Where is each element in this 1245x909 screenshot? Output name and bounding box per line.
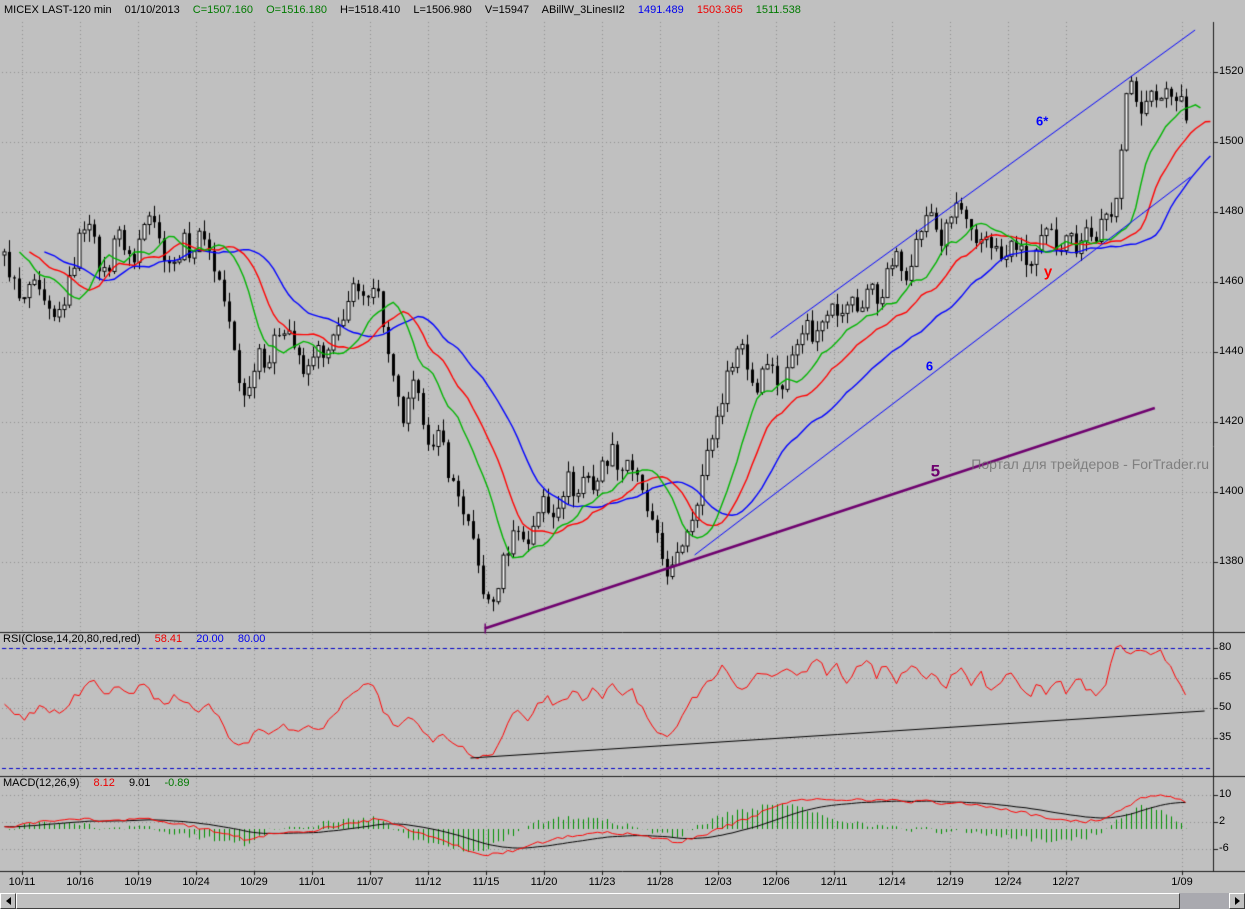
- rsi-high-level-value: 80.00: [237, 633, 266, 645]
- price-axis-label: 1500: [1219, 135, 1244, 147]
- macd-indicator-label: MACD(12,26,9): [3, 777, 80, 789]
- horizontal-scrollbar[interactable]: [0, 893, 1245, 909]
- scrollbar-track[interactable]: [16, 893, 1229, 909]
- close-value-label: C=1507.160: [192, 4, 254, 16]
- scroll-right-button[interactable]: [1229, 893, 1245, 909]
- price-axis-label: 1400: [1219, 485, 1244, 497]
- alligator-lips-value: 1511.538: [755, 4, 801, 16]
- rsi-indicator-label: RSI(Close,14,20,80,red,red): [3, 633, 141, 645]
- rsi-low-level-value: 20.00: [196, 633, 224, 645]
- macd-panel-header: MACD(12,26,9) 8.12 9.01 -0.89: [3, 777, 201, 790]
- right-arrow-icon: [1234, 897, 1240, 905]
- rsi-axis-label: 50: [1219, 701, 1232, 713]
- open-value-label: O=1516.180: [266, 4, 327, 16]
- alligator-jaw-value: 1491.489: [637, 4, 684, 16]
- price-axis-label: 1440: [1219, 345, 1244, 357]
- macd-axis-label: 10: [1219, 788, 1232, 800]
- rsi-axis-label: 80: [1219, 641, 1232, 653]
- chart-header: MICEX LAST-120 min 01/10/2013 C=1507.160…: [4, 4, 811, 17]
- high-value-label: H=1518.410: [340, 4, 401, 16]
- macd-signal-value: 9.01: [128, 777, 151, 789]
- volume-value-label: V=15947: [484, 4, 530, 16]
- symbol-timeframe-label: MICEX LAST-120 min: [4, 4, 112, 16]
- indicator-name-label: ABillW_3LinesII2: [541, 4, 625, 16]
- price-axis-label: 1420: [1219, 415, 1244, 427]
- price-axis-label: 1380: [1219, 555, 1244, 567]
- watermark-text: Портал для трейдеров - ForTrader.ru: [971, 456, 1209, 472]
- macd-hist-value: -0.89: [164, 777, 190, 789]
- rsi-axis-label: 35: [1219, 731, 1232, 743]
- scroll-left-button[interactable]: [0, 893, 16, 909]
- left-arrow-icon: [5, 897, 11, 905]
- bar-date-label: 01/10/2013: [124, 4, 180, 16]
- rsi-current-value: 58.41: [154, 633, 183, 645]
- rsi-panel-header: RSI(Close,14,20,80,red,red) 58.41 20.00 …: [3, 633, 276, 646]
- rsi-axis-label: 65: [1219, 671, 1232, 683]
- macd-axis-label: 2: [1219, 815, 1226, 828]
- price-axis-label: 1520: [1219, 65, 1244, 77]
- scrollbar-thumb[interactable]: [16, 893, 1181, 909]
- price-axis-label: 1460: [1219, 275, 1244, 287]
- macd-current-value: 8.12: [93, 777, 115, 789]
- alligator-teeth-value: 1503.365: [696, 4, 743, 16]
- right-price-axis: 1520 1500 1480 1460 1440 1420 1400 1380 80 65 50 35…: [1219, 0, 1245, 909]
- macd-axis-label: -6: [1219, 842, 1229, 855]
- price-axis-label: 1480: [1219, 205, 1244, 217]
- low-value-label: L=1506.980: [413, 4, 472, 16]
